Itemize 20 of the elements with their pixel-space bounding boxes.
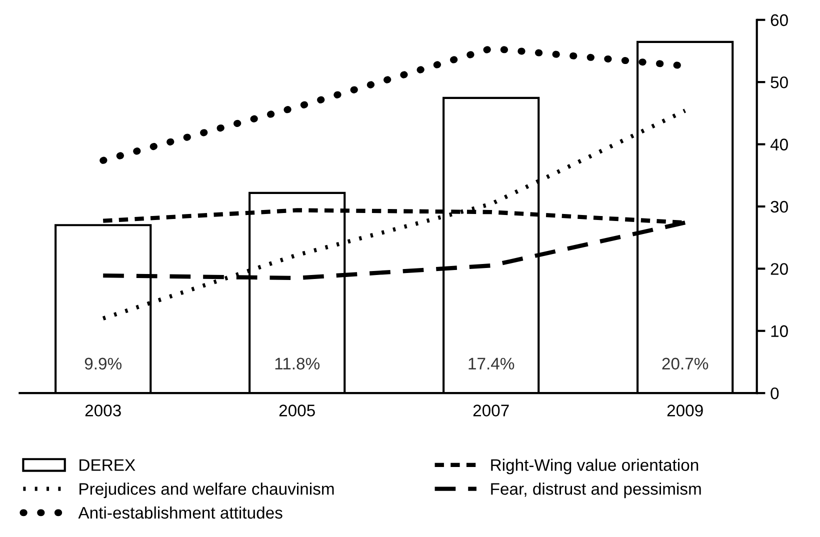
y-tick-label: 50 [770,76,788,88]
y-tick-label: 40 [770,138,788,150]
legend-label: DEREX [80,459,136,471]
y-tick-label: 30 [770,200,788,213]
data-label: 17.4% [468,358,514,370]
data-label: 9.9% [84,358,122,370]
x-tick-label: 2009 [667,404,703,416]
x-tick-label: 2003 [85,404,121,416]
data-label: 11.8% [275,358,320,370]
data-label: 20.7% [662,358,708,370]
legend-label: Right-Wing value orientation [491,458,698,474]
legend-label: Prejudices and welfare chauvinism [80,482,334,498]
y-tick-label: 10 [771,325,788,338]
legend-label: Anti-establishment attitudes [78,506,282,519]
y-tick-label: 60 [770,14,788,26]
x-tick-label: 2007 [473,404,509,416]
x-tick-label: 2005 [279,404,315,416]
y-tick-label: 20 [770,263,788,275]
y-tick-label: 0 [770,387,779,400]
legend-label: Fear, distrust and pessimism [491,482,701,498]
